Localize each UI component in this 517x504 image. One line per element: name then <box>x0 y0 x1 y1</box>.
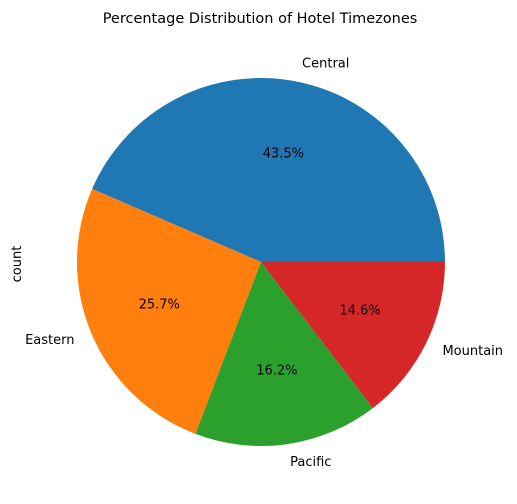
slice-label-central: Central <box>302 56 349 71</box>
slice-percent-mountain: 14.6% <box>339 303 380 318</box>
y-axis-label: count <box>10 246 25 283</box>
slice-percent-eastern: 25.7% <box>139 297 180 312</box>
pie-labels: Central 43.5% Eastern 25.7% Pacific 16.2% Moun… <box>25 56 503 469</box>
pie-slice-central <box>92 78 445 262</box>
chart-title: Percentage Distribution of Hotel Timezon… <box>103 11 418 27</box>
pie-slice-eastern <box>77 188 261 434</box>
pie-slices <box>77 78 445 446</box>
slice-percent-pacific: 16.2% <box>256 364 297 379</box>
slice-percent-central: 43.5% <box>263 146 304 161</box>
pie-slice-mountain <box>261 262 445 409</box>
slice-label-mountain: Mountain <box>442 344 503 359</box>
slice-label-pacific: Pacific <box>290 455 331 470</box>
slice-label-eastern: Eastern <box>25 333 74 348</box>
pie-slice-pacific <box>195 262 373 446</box>
